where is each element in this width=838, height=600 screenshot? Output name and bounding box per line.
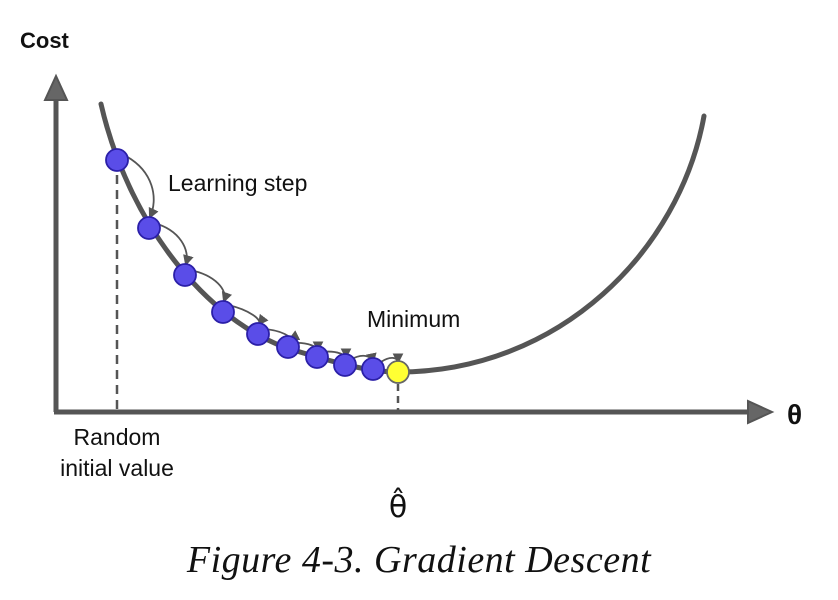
- step-point: [276, 335, 300, 359]
- random-initial-label-line1: Random: [74, 424, 161, 450]
- step-point: [361, 357, 385, 381]
- theta-hat-label: θ̂: [389, 487, 407, 525]
- minimum-label: Minimum: [367, 306, 460, 332]
- learning-step-points: [105, 148, 385, 381]
- step-arrow: [121, 153, 159, 219]
- x-axis: [54, 399, 775, 425]
- step-point: [211, 300, 235, 324]
- y-axis-arrowhead-icon: [43, 73, 69, 101]
- step-point: [305, 345, 329, 369]
- step-point: [333, 353, 357, 377]
- y-axis: [43, 73, 69, 412]
- minimum-point: [386, 360, 410, 384]
- figure-caption: Figure 4-3. Gradient Descent: [186, 539, 652, 581]
- x-axis-label: θ: [787, 399, 802, 430]
- random-initial-label-line2: initial value: [60, 455, 174, 481]
- step-point: [105, 148, 129, 172]
- y-axis-label: Cost: [20, 28, 70, 53]
- step-point: [246, 322, 270, 346]
- learning-step-label: Learning step: [168, 170, 307, 196]
- step-point: [137, 216, 161, 240]
- step-point: [173, 263, 197, 287]
- x-axis-arrowhead-icon: [747, 399, 775, 425]
